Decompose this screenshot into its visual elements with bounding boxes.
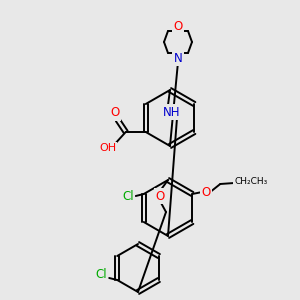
Text: O: O [202, 185, 211, 199]
Text: O: O [110, 106, 119, 119]
Text: O: O [173, 20, 183, 32]
Text: CH₂CH₃: CH₂CH₃ [234, 176, 268, 185]
Text: O: O [155, 190, 165, 202]
Text: Cl: Cl [95, 268, 107, 281]
Text: N: N [174, 52, 182, 64]
Text: NH: NH [163, 106, 181, 118]
Text: Cl: Cl [122, 190, 134, 203]
Text: OH: OH [99, 143, 116, 153]
